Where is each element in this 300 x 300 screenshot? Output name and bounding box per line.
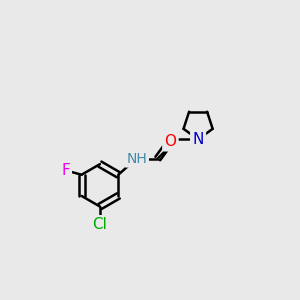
Text: Cl: Cl <box>92 217 107 232</box>
Text: N: N <box>192 132 204 147</box>
Text: F: F <box>61 163 70 178</box>
Text: O: O <box>164 134 176 149</box>
Text: N: N <box>192 132 204 147</box>
Text: NH: NH <box>126 152 147 166</box>
